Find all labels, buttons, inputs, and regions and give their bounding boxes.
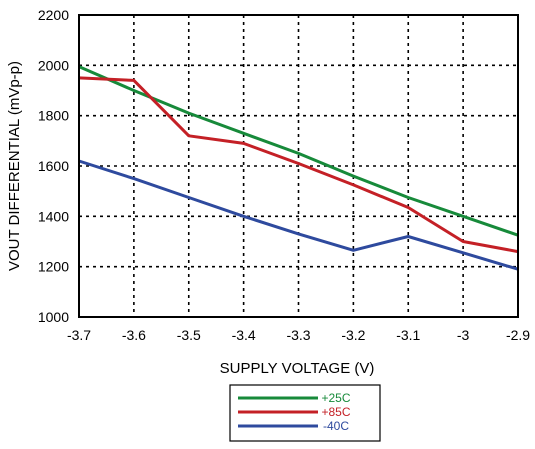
x-tick-label: -3 [457, 327, 470, 343]
y-tick-label: 1000 [38, 309, 69, 325]
x-tick-label: -3.3 [286, 327, 310, 343]
y-tick-label: 1200 [38, 259, 69, 275]
y-tick-label: 1800 [38, 108, 69, 124]
y-axis-title: VOUT DIFFERENTIAL (mVp-p) [6, 61, 23, 271]
y-tick-label: 1400 [38, 208, 69, 224]
x-tick-label: -3.6 [122, 327, 146, 343]
legend-label-2: -40C [323, 419, 349, 433]
plot-frame [78, 14, 519, 318]
y-tick-label: 2000 [38, 57, 69, 73]
x-tick-label: -2.9 [506, 327, 530, 343]
legend-label-0: +25C [321, 391, 350, 405]
series-layer [78, 65, 519, 271]
grid-layer [79, 15, 518, 317]
x-tick-label: -3.2 [341, 327, 365, 343]
x-tick-label: -3.1 [396, 327, 420, 343]
tick-labels: -3.7 -3.6 -3.5 -3.4 -3.3 -3.2 -3.1 -3 -2.9 1000 12… [38, 7, 530, 343]
x-tick-label: -3.4 [232, 327, 256, 343]
legend-label-1: +85C [321, 405, 350, 419]
x-tick-label: -3.7 [67, 327, 91, 343]
series-line-1 [78, 76, 519, 254]
legend: +25C+85C-40C [229, 384, 381, 442]
x-tick-label: -3.5 [177, 327, 201, 343]
y-tick-label: 2200 [38, 7, 69, 23]
x-axis-title: SUPPLY VOLTAGE (V) [220, 360, 375, 377]
y-tick-label: 1600 [38, 158, 69, 174]
series-line-2 [78, 159, 519, 271]
